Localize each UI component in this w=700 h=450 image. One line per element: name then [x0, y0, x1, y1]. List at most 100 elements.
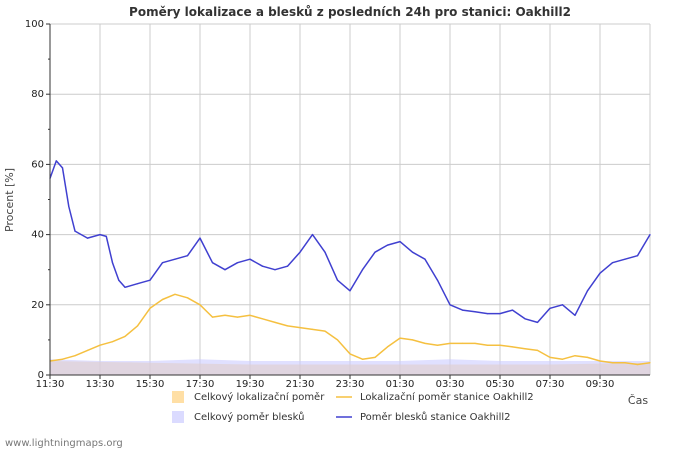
x-tick-label: 21:30 [286, 379, 315, 390]
data-point [118, 279, 120, 281]
data-point [511, 346, 514, 348]
data-point [424, 258, 426, 260]
data-point [324, 330, 326, 332]
y-tick-label: 20 [31, 300, 44, 311]
data-point [199, 237, 201, 239]
data-point [224, 314, 226, 316]
data-point [161, 262, 164, 264]
data-point [474, 342, 476, 344]
legend-swatch [172, 411, 184, 423]
data-point [474, 311, 476, 313]
data-point [499, 344, 501, 346]
data-point [574, 314, 576, 316]
data-point [574, 355, 576, 357]
data-point [461, 342, 464, 344]
x-axis-label: Čas [628, 394, 648, 407]
data-point [449, 304, 451, 306]
data-point [549, 307, 551, 309]
data-point [274, 321, 276, 323]
data-point [224, 269, 226, 271]
data-point [286, 325, 289, 327]
data-point [436, 344, 439, 346]
legend-swatch [172, 391, 184, 403]
data-point [561, 358, 564, 360]
data-point [186, 255, 189, 257]
data-point [636, 363, 639, 366]
x-tick-label: 03:30 [436, 379, 465, 390]
data-point [124, 335, 126, 337]
data-point [361, 269, 364, 271]
data-point [74, 230, 76, 232]
data-point [68, 205, 70, 208]
data-point [99, 234, 101, 236]
data-point [386, 346, 389, 348]
data-point [236, 316, 239, 318]
legend-label: Celkový lokalizační poměr [194, 391, 325, 403]
data-point [61, 358, 64, 360]
data-point [374, 251, 376, 253]
data-point [86, 237, 89, 239]
data-point [524, 348, 526, 350]
data-point [136, 283, 139, 285]
data-point [586, 290, 589, 292]
x-tick-label: 01:30 [386, 379, 415, 390]
x-tick-label: 05:30 [486, 379, 515, 390]
x-tick-label: 11:30 [36, 379, 65, 390]
data-point [611, 262, 614, 264]
data-point [636, 255, 639, 257]
data-point [599, 360, 601, 362]
data-point [611, 362, 614, 364]
data-point [324, 251, 326, 253]
data-point [174, 258, 176, 260]
data-point [461, 309, 464, 311]
data-point [599, 272, 601, 274]
data-point [311, 234, 314, 236]
data-point [249, 314, 251, 316]
data-point [149, 307, 151, 309]
legend-label: Lokalizační poměr stanice Oakhill2 [360, 391, 534, 403]
y-tick-label: 0 [38, 370, 44, 381]
legend-label: Celkový poměr blesků [194, 411, 304, 423]
data-point [286, 265, 289, 267]
data-point [299, 327, 301, 329]
y-tick-label: 80 [31, 89, 44, 100]
data-point [549, 356, 551, 358]
data-point [261, 265, 264, 267]
data-point [124, 286, 126, 288]
x-tick-label: 17:30 [186, 379, 215, 390]
y-tick-label: 40 [31, 230, 44, 241]
data-point [261, 318, 264, 320]
data-point [336, 279, 339, 281]
data-point [99, 344, 101, 346]
data-point [399, 337, 401, 339]
data-point [136, 325, 139, 327]
x-tick-label: 15:30 [136, 379, 165, 390]
data-point [211, 316, 214, 318]
data-point [486, 344, 489, 346]
data-point [86, 349, 89, 351]
legend-label: Poměr blesků stanice Oakhill2 [360, 411, 511, 423]
data-point [186, 297, 189, 299]
data-point [336, 339, 339, 341]
data-point [274, 269, 276, 271]
data-point [74, 355, 76, 357]
y-tick-label: 60 [31, 159, 44, 170]
x-tick-label: 19:30 [236, 379, 265, 390]
data-point [624, 362, 626, 364]
data-point [111, 341, 114, 343]
data-point [536, 349, 539, 351]
y-axis-label: Procent [%] [3, 168, 16, 232]
data-point [499, 313, 501, 315]
data-point [211, 262, 214, 264]
y-tick-label: 100 [25, 19, 44, 30]
data-point [55, 160, 57, 162]
data-point [105, 235, 107, 237]
data-point [386, 244, 389, 246]
data-point [524, 318, 526, 320]
data-point [61, 167, 64, 169]
data-point [149, 279, 151, 281]
data-point [299, 251, 301, 253]
data-point [311, 328, 314, 330]
data-point [624, 258, 626, 260]
